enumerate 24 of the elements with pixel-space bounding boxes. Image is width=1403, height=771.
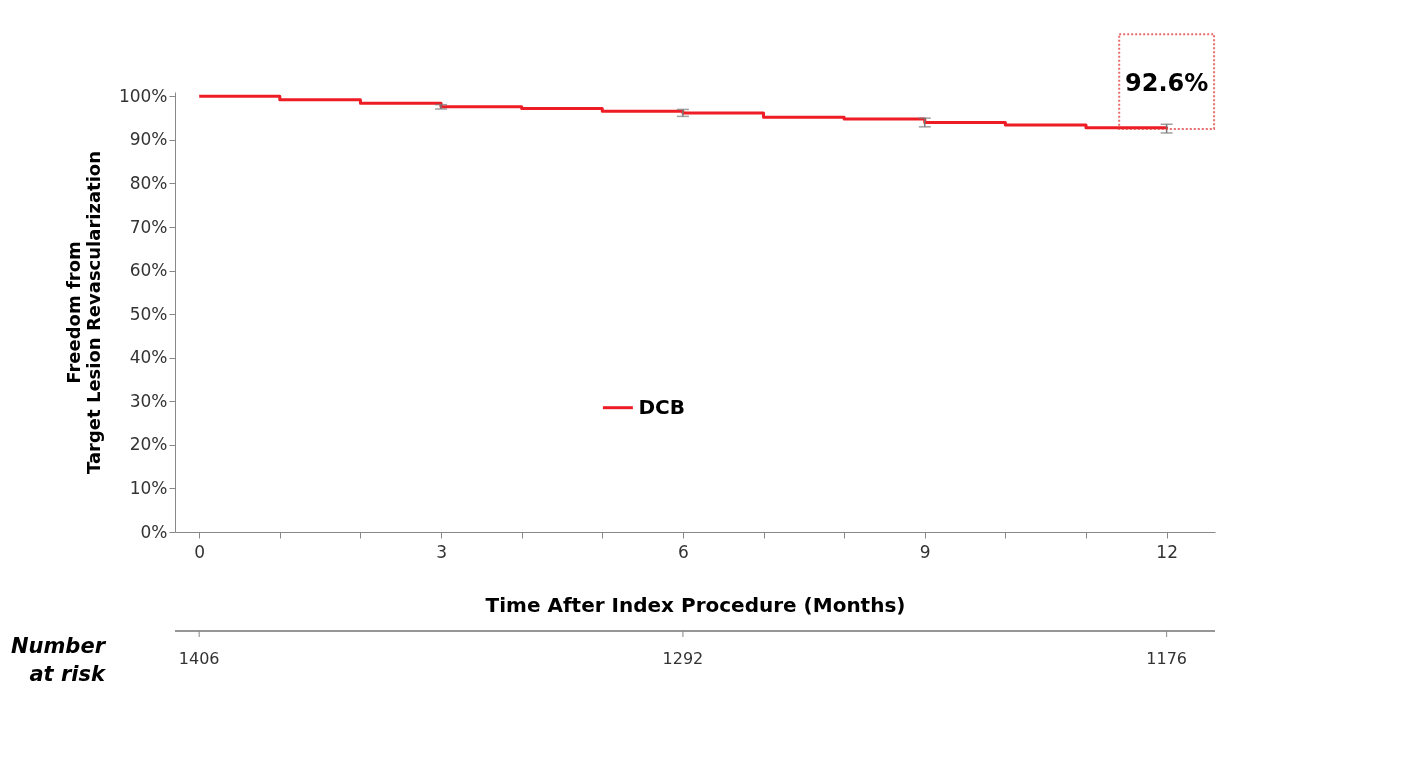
y-tick-label: 60% (129, 260, 168, 281)
y-tick-label: 50% (129, 303, 168, 324)
y-tick-label: 90% (129, 129, 168, 150)
legend-label: DCB (638, 394, 685, 419)
y-tick-label: 40% (129, 347, 168, 368)
text: Number at risk (10, 634, 108, 686)
x-tick-label: 9 (919, 541, 931, 562)
text: 1406 (178, 649, 220, 668)
y-axis-title: Freedom from Target Lesion Revascularization (62, 150, 104, 475)
x-tick-label: 6 (677, 541, 689, 562)
y-tick-label: 10% (129, 477, 168, 498)
text: 1292 (662, 649, 704, 668)
x-tick-label: 0 (194, 541, 206, 562)
y-tick-label: 0% (140, 521, 168, 542)
y-tick-label: 100% (118, 85, 168, 106)
x-axis-title: Time After Index Procedure (Months) (485, 592, 906, 617)
y-tick-label: 70% (129, 216, 168, 237)
x-tick-label: 3 (436, 541, 447, 562)
y-tick-label: 30% (129, 390, 168, 411)
annotation: 92.6% (1125, 68, 1209, 97)
y-tick-label: 80% (129, 172, 168, 193)
text: 1176 (1146, 649, 1187, 668)
y-tick-label: 20% (129, 434, 168, 455)
x-tick-label: 12 (1156, 541, 1178, 562)
